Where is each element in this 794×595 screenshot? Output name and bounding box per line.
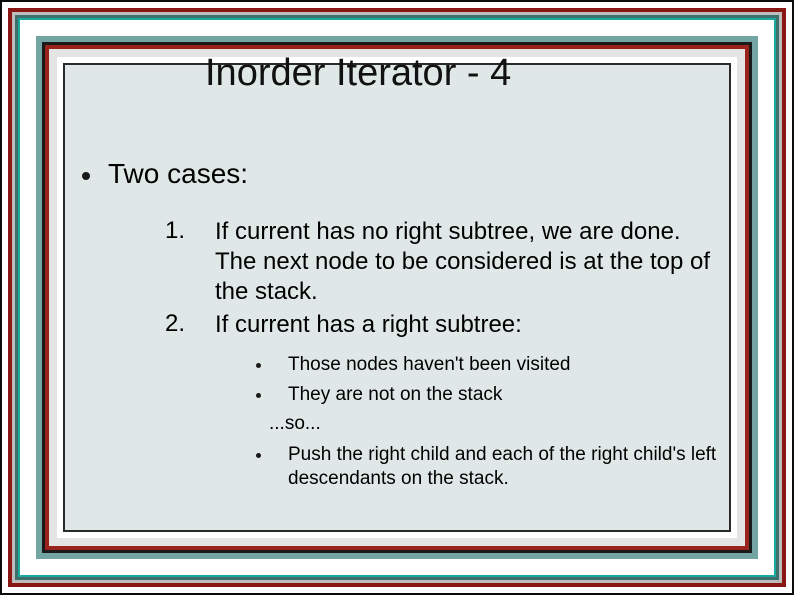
list-item-text: If current has a right subtree: <box>215 310 725 340</box>
bullet-icon <box>256 393 261 398</box>
bullet-icon <box>256 453 261 458</box>
bullet-icon <box>256 363 261 368</box>
sub-item-text: Those nodes haven't been visited <box>288 353 571 377</box>
list-item-text: If current has no right subtree, we are … <box>215 217 725 307</box>
slide-frame: Inorder Iterator - 4 Two cases: 1. If cu… <box>0 0 794 595</box>
connector-text: ...so... <box>269 413 321 435</box>
list-number: 2. <box>165 310 185 338</box>
heading-text: Two cases: <box>108 158 248 190</box>
bullet-icon <box>82 172 90 180</box>
sub-item-text: Push the right child and each of the rig… <box>288 443 728 491</box>
slide-title: Inorder Iterator - 4 <box>205 52 511 95</box>
sub-item-text: They are not on the stack <box>288 383 502 407</box>
list-number: 1. <box>165 217 185 245</box>
